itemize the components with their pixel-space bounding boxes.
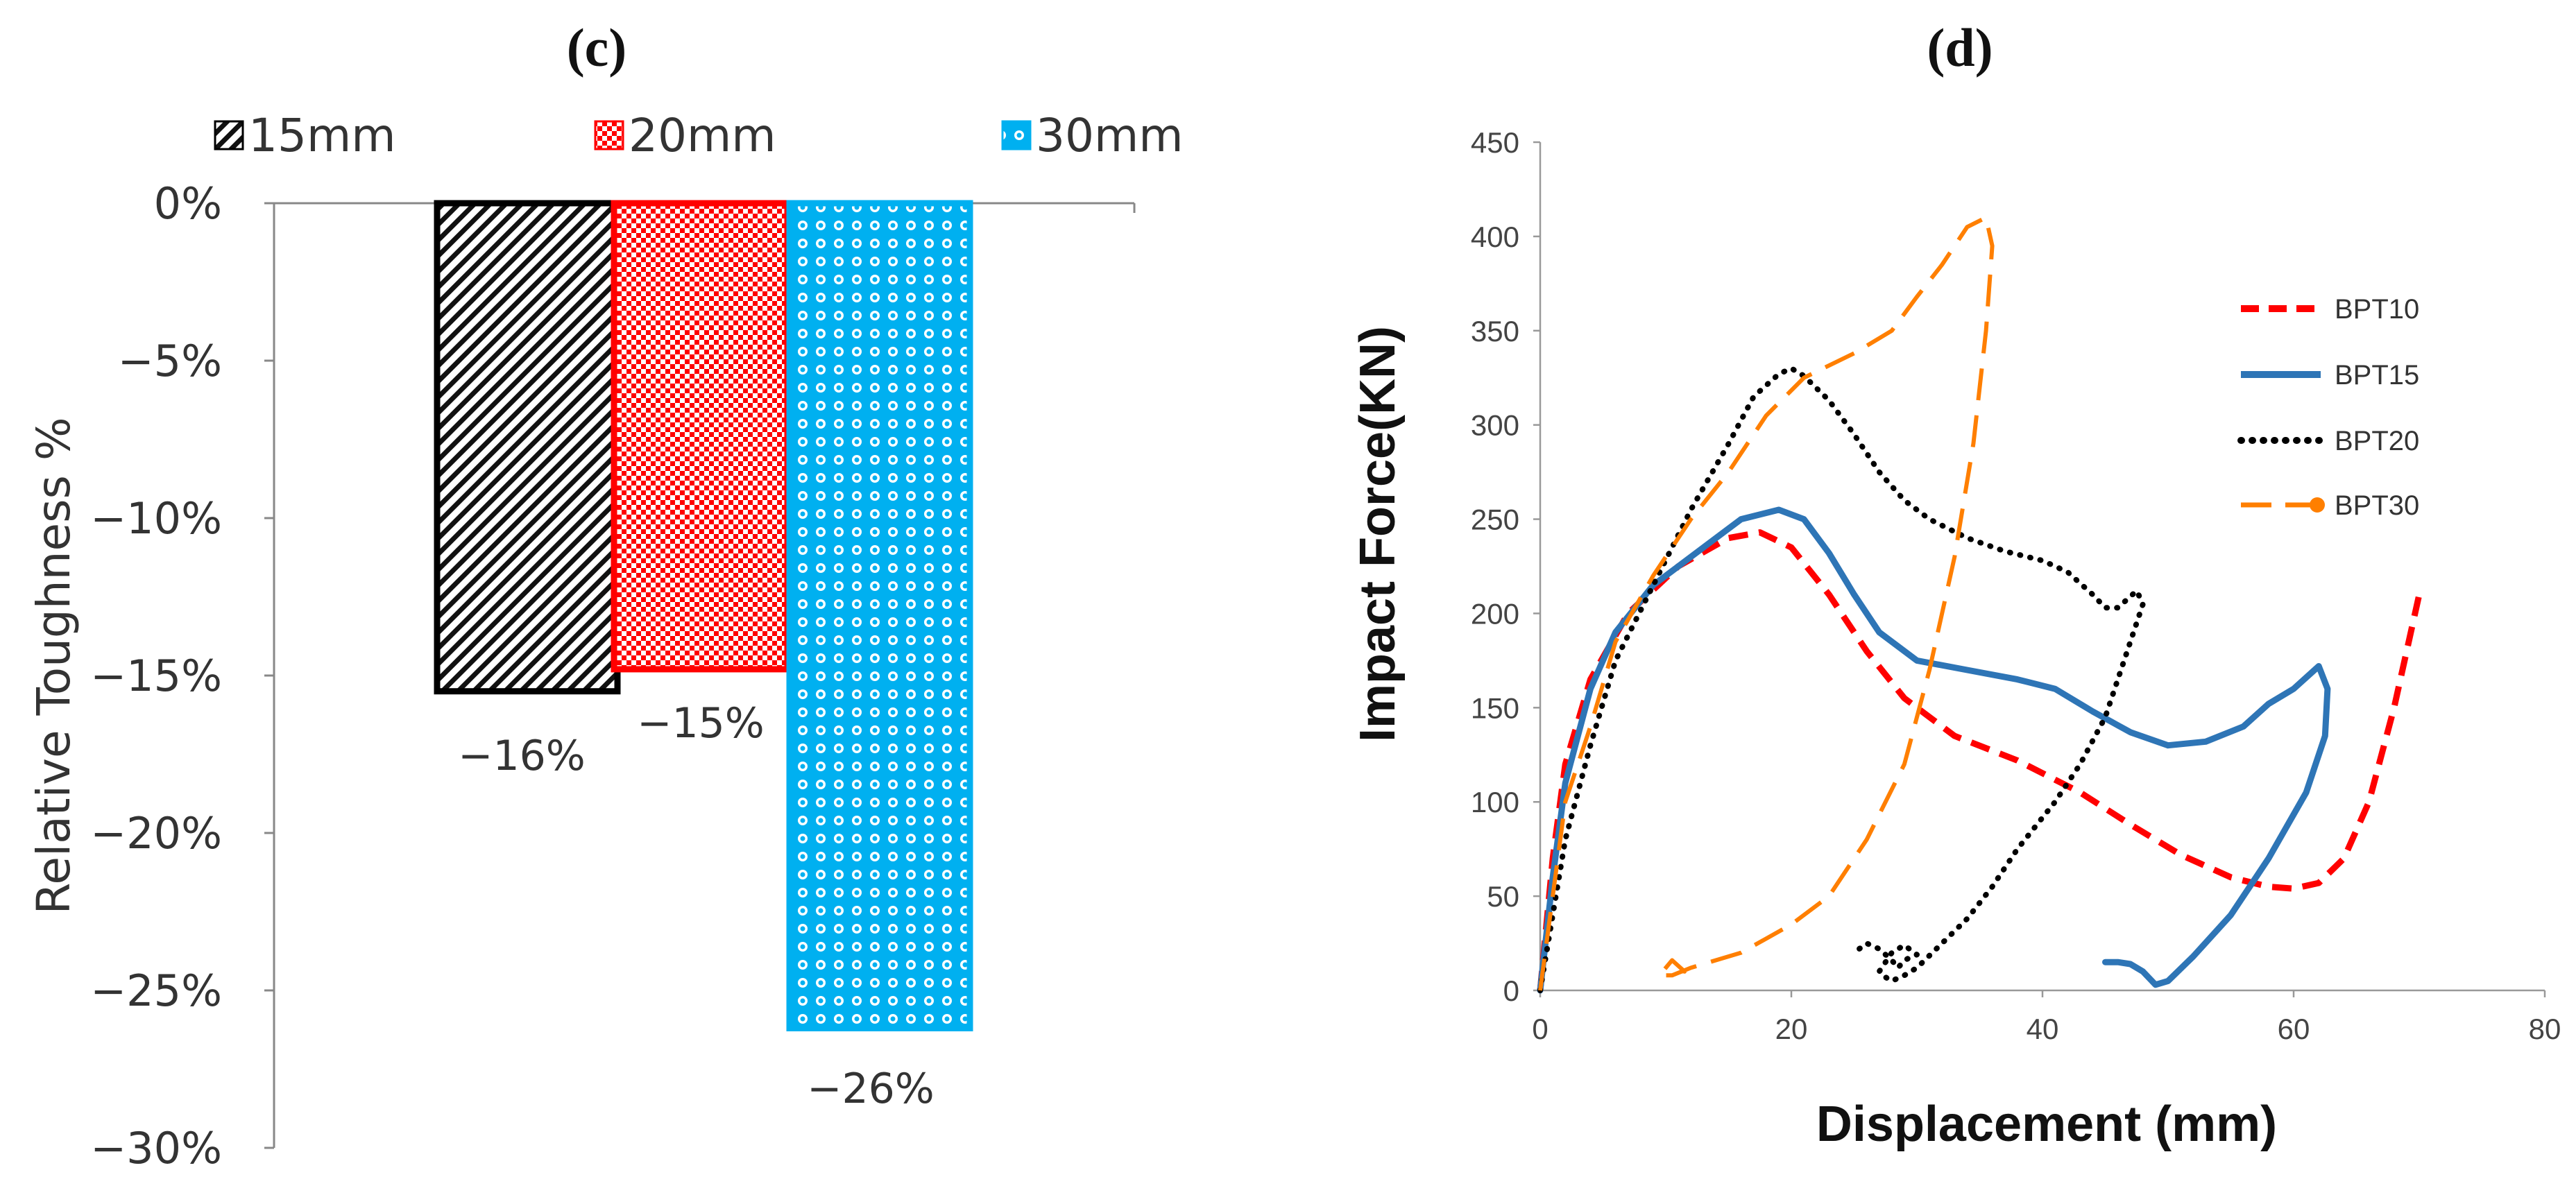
panel-d-y-tick-label: 200 [1471, 597, 1519, 630]
legend-marker-BPT30 [2310, 497, 2325, 513]
bar-15mm [434, 200, 621, 695]
panel-d-y-tick-label: 250 [1471, 504, 1519, 536]
panel-c-legend: 15mm 20mm 30mm [214, 109, 1184, 162]
panel-d-y-tick-label: 300 [1471, 409, 1519, 442]
panel-c-y-tick-label: −5% [118, 336, 222, 386]
panel-c-y-tick-label: −15% [90, 651, 222, 701]
panel-d-ticks: 0 50 100 150 200 250 300 350 400 450 0 20 40 60 80 [1471, 126, 2561, 1045]
panel-d-y-tick-label: 100 [1471, 786, 1519, 818]
legend-label-BPT15: BPT15 [2335, 360, 2419, 390]
panel-d-y-tick-label: 400 [1471, 221, 1519, 253]
panel-d: (d) 0 50 100 150 200 250 300 350 400 450 0 20 40 60 80… [1350, 17, 2561, 1152]
panel-d-x-tick-label: 20 [1775, 1013, 1808, 1045]
panel-d-x-tick-label: 40 [2027, 1013, 2059, 1045]
panel-d-y-tick-label: 350 [1471, 315, 1519, 347]
panel-d-series [1537, 215, 2423, 994]
legend-swatch-15mm [214, 120, 244, 151]
panel-d-x-axis-title: Displacement (mm) [1816, 1097, 2277, 1152]
panel-c-y-ticks: 0% −5% −10% −15% −20% −25% −30% [90, 178, 274, 1174]
panel-c: (c) 15mm 20mm 30mm 0% −5% −10% −15% −20% −25%… [27, 17, 1184, 1174]
legend-label-BPT20: BPT20 [2335, 426, 2419, 456]
panel-c-y-tick-label: 0% [154, 178, 222, 229]
panel-c-bars: −16% −15% −26% [434, 200, 973, 1113]
legend-swatch-20mm [594, 120, 624, 151]
panel-c-y-tick-label: −20% [90, 808, 222, 859]
panel-d-x-tick-label: 80 [2529, 1013, 2561, 1045]
legend-label-BPT10: BPT10 [2335, 294, 2419, 325]
series-line-BPT10 [1537, 529, 2423, 991]
panel-d-legend: BPT10 BPT15 BPT20 BPT30 [2237, 294, 2419, 521]
series-line-BPT15 [1537, 506, 2331, 994]
legend-label-20mm: 20mm [629, 109, 776, 162]
panel-d-y-tick-label: 50 [1487, 880, 1519, 913]
panel-c-y-tick-label: −25% [90, 965, 222, 1016]
panel-d-y-tick-label: 150 [1471, 691, 1519, 724]
legend-label-15mm: 15mm [248, 109, 396, 162]
panel-c-y-axis-title: Relative Toughness % [27, 417, 80, 914]
bar-20mm [611, 200, 791, 673]
bar-30mm [786, 200, 973, 1031]
panel-c-y-tick-label: −30% [90, 1123, 222, 1174]
bar-data-label-30mm: −26% [807, 1065, 935, 1113]
panel-d-x-tick-label: 0 [1532, 1013, 1548, 1045]
legend-label-30mm: 30mm [1036, 109, 1184, 162]
panel-d-y-axis-title: Impact Force(KN) [1350, 326, 1406, 742]
panel-c-y-tick-label: −10% [90, 493, 222, 544]
panel-d-y-tick-label: 450 [1471, 126, 1519, 159]
legend-label-BPT30: BPT30 [2335, 490, 2419, 521]
panel-d-label: (d) [1927, 17, 1993, 78]
legend-swatch-30mm [1001, 120, 1032, 151]
series-line-BPT30 [1538, 215, 1995, 991]
bar-data-label-15mm: −16% [458, 732, 586, 780]
panel-c-label: (c) [567, 17, 627, 78]
series-line-BPT20 [1537, 366, 2146, 993]
bar-data-label-20mm: −15% [637, 699, 765, 748]
panel-d-x-tick-label: 60 [2278, 1013, 2310, 1045]
panel-d-y-tick-label: 0 [1503, 974, 1519, 1007]
